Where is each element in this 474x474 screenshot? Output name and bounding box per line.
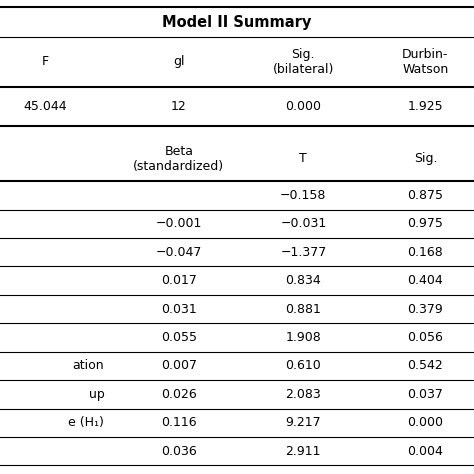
Text: Sig.: Sig. bbox=[414, 152, 437, 165]
Text: 0.875: 0.875 bbox=[408, 189, 443, 202]
Text: −1.377: −1.377 bbox=[280, 246, 327, 259]
Text: Model II Summary: Model II Summary bbox=[162, 15, 312, 29]
Text: up: up bbox=[89, 388, 104, 401]
Text: 2.911: 2.911 bbox=[286, 445, 321, 458]
Text: 0.000: 0.000 bbox=[285, 100, 321, 113]
Text: 0.975: 0.975 bbox=[408, 217, 443, 230]
Text: 0.000: 0.000 bbox=[408, 416, 443, 429]
Text: 0.116: 0.116 bbox=[161, 416, 197, 429]
Text: 0.026: 0.026 bbox=[161, 388, 197, 401]
Text: 0.031: 0.031 bbox=[161, 302, 197, 316]
Text: 0.610: 0.610 bbox=[285, 359, 321, 373]
Text: 0.004: 0.004 bbox=[408, 445, 443, 458]
Text: F: F bbox=[41, 55, 49, 68]
Text: 0.881: 0.881 bbox=[285, 302, 321, 316]
Text: Sig.
(bilateral): Sig. (bilateral) bbox=[273, 48, 334, 76]
Text: −0.158: −0.158 bbox=[280, 189, 327, 202]
Text: 0.404: 0.404 bbox=[408, 274, 443, 287]
Text: 0.542: 0.542 bbox=[408, 359, 443, 373]
Text: 0.056: 0.056 bbox=[408, 331, 443, 344]
Text: 9.217: 9.217 bbox=[285, 416, 321, 429]
Text: 1.925: 1.925 bbox=[408, 100, 443, 113]
Text: T: T bbox=[300, 152, 307, 165]
Text: 0.379: 0.379 bbox=[408, 302, 443, 316]
Text: Beta
(standardized): Beta (standardized) bbox=[133, 145, 225, 173]
Text: ation: ation bbox=[73, 359, 104, 373]
Text: gl: gl bbox=[173, 55, 185, 68]
Text: −0.047: −0.047 bbox=[156, 246, 202, 259]
Text: 0.834: 0.834 bbox=[285, 274, 321, 287]
Text: 0.055: 0.055 bbox=[161, 331, 197, 344]
Text: 0.168: 0.168 bbox=[408, 246, 443, 259]
Text: 0.037: 0.037 bbox=[408, 388, 443, 401]
Text: 45.044: 45.044 bbox=[23, 100, 67, 113]
Text: 1.908: 1.908 bbox=[285, 331, 321, 344]
Text: 0.036: 0.036 bbox=[161, 445, 197, 458]
Text: e (H₁): e (H₁) bbox=[68, 416, 104, 429]
Text: 2.083: 2.083 bbox=[285, 388, 321, 401]
Text: 0.017: 0.017 bbox=[161, 274, 197, 287]
Text: −0.001: −0.001 bbox=[156, 217, 202, 230]
Text: −0.031: −0.031 bbox=[280, 217, 327, 230]
Text: 12: 12 bbox=[171, 100, 187, 113]
Text: 0.007: 0.007 bbox=[161, 359, 197, 373]
Text: Durbin-
Watson: Durbin- Watson bbox=[402, 48, 448, 76]
